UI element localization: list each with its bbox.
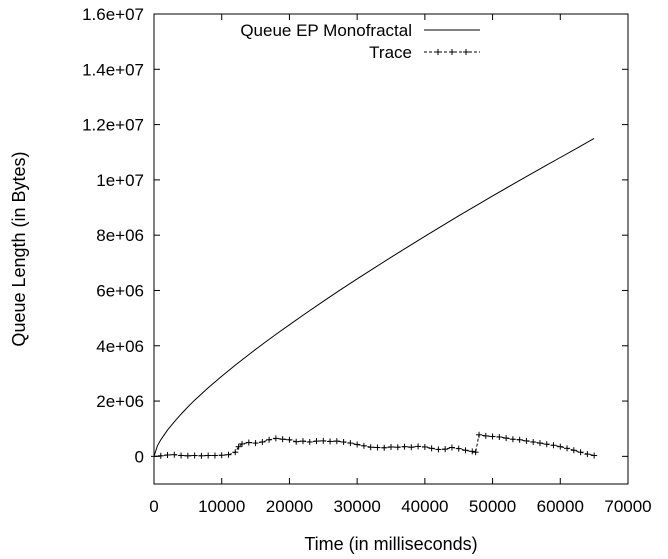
trace-point	[530, 438, 537, 445]
legend-label-0: Queue EP Monofractal	[240, 21, 412, 40]
y-tick-label: 1.2e+07	[82, 116, 144, 135]
trace-point	[536, 440, 543, 447]
x-tick-label: 70000	[604, 497, 651, 516]
trace-point	[327, 438, 334, 445]
trace-point	[306, 438, 313, 445]
trace-point	[178, 452, 185, 459]
y-tick-label: 6e+06	[96, 281, 144, 300]
trace-point	[442, 446, 449, 453]
x-tick-label: 10000	[198, 497, 245, 516]
trace-point	[367, 444, 374, 451]
trace-point	[489, 433, 496, 440]
trace-point	[415, 443, 422, 450]
x-ticks: 0 10000 20000 30000 40000 50000 60000 70000	[149, 14, 652, 516]
trace-point	[293, 438, 300, 445]
legend: Queue EP Monofractal Trace	[240, 21, 480, 62]
trace-point	[191, 452, 198, 459]
trace-point	[354, 441, 361, 448]
trace-point	[455, 445, 462, 452]
x-tick-label: 40000	[401, 497, 448, 516]
trace-point	[509, 436, 516, 443]
trace-point	[299, 438, 306, 445]
trace-point	[272, 435, 279, 442]
trace-point	[374, 444, 381, 451]
trace-point	[211, 452, 218, 459]
trace-point	[171, 451, 178, 458]
trace-point	[151, 453, 157, 460]
plot-frame	[153, 13, 629, 485]
trace-point	[279, 436, 286, 443]
trace-point	[333, 438, 340, 445]
trace-point	[313, 438, 320, 445]
trace-point	[435, 446, 442, 453]
trace-point	[570, 447, 577, 454]
y-tick-label: 4e+06	[96, 337, 144, 356]
trace-point	[266, 436, 273, 443]
trace-point	[591, 452, 598, 459]
y-tick-label: 2e+06	[96, 392, 144, 411]
trace-point	[448, 444, 455, 451]
trace-point	[543, 441, 550, 448]
trace-point	[157, 452, 164, 459]
y-tick-label: 8e+06	[96, 226, 144, 245]
trace-point	[523, 437, 530, 444]
trace-point	[245, 439, 252, 446]
x-tick-label: 30000	[334, 497, 381, 516]
trace-point	[550, 442, 557, 449]
trace-point	[205, 452, 212, 459]
series-line-1	[153, 434, 595, 457]
trace-point	[340, 438, 347, 445]
trace-point	[577, 449, 584, 456]
trace-point	[503, 435, 510, 442]
trace-point	[218, 452, 225, 459]
trace-point	[381, 444, 388, 451]
trace-point	[408, 444, 415, 451]
y-tick-label: 1.6e+07	[82, 5, 144, 24]
trace-point	[564, 445, 571, 452]
trace-point	[286, 436, 293, 443]
trace-point	[394, 444, 401, 451]
trace-point	[232, 449, 239, 456]
y-tick-label: 0	[135, 447, 144, 466]
y-axis-label: Queue Length (in Bytes)	[9, 151, 29, 346]
trace-point	[164, 451, 171, 458]
trace-point	[469, 448, 476, 455]
trace-point	[198, 452, 205, 459]
x-tick-label: 20000	[266, 497, 313, 516]
trace-point	[421, 443, 428, 450]
y-tick-label: 1e+07	[96, 171, 144, 190]
trace-point	[516, 436, 523, 443]
y-tick-label: 1.4e+07	[82, 60, 144, 79]
trace-point	[235, 443, 242, 450]
trace-point	[401, 443, 408, 450]
trace-point	[557, 443, 564, 450]
y-ticks: 0 2e+06 4e+06 6e+06 8e+06 1e+07 1.2e+07 1.4e+07…	[82, 5, 628, 466]
trace-point	[259, 438, 266, 445]
trace-point	[496, 434, 503, 440]
trace-point	[360, 442, 367, 449]
trace-point	[428, 445, 435, 452]
trace-point	[388, 443, 394, 450]
series-line-0	[153, 137, 595, 457]
trace-point	[462, 447, 469, 454]
trace-point	[472, 449, 479, 456]
trace-point	[347, 440, 354, 447]
x-tick-label: 50000	[469, 497, 516, 516]
trace-point	[320, 437, 327, 444]
series-layer	[151, 137, 598, 460]
x-axis-label: Time (in milliseconds)	[304, 534, 477, 554]
x-tick-label: 60000	[537, 497, 584, 516]
legend-label-1: Trace	[369, 43, 412, 62]
trace-point	[225, 451, 232, 458]
trace-point	[184, 452, 191, 459]
trace-point	[476, 431, 483, 438]
trace-point	[482, 432, 489, 439]
trace-point	[584, 451, 591, 458]
trace-point	[239, 440, 246, 447]
x-tick-label: 0	[149, 497, 158, 516]
trace-point	[252, 440, 259, 447]
